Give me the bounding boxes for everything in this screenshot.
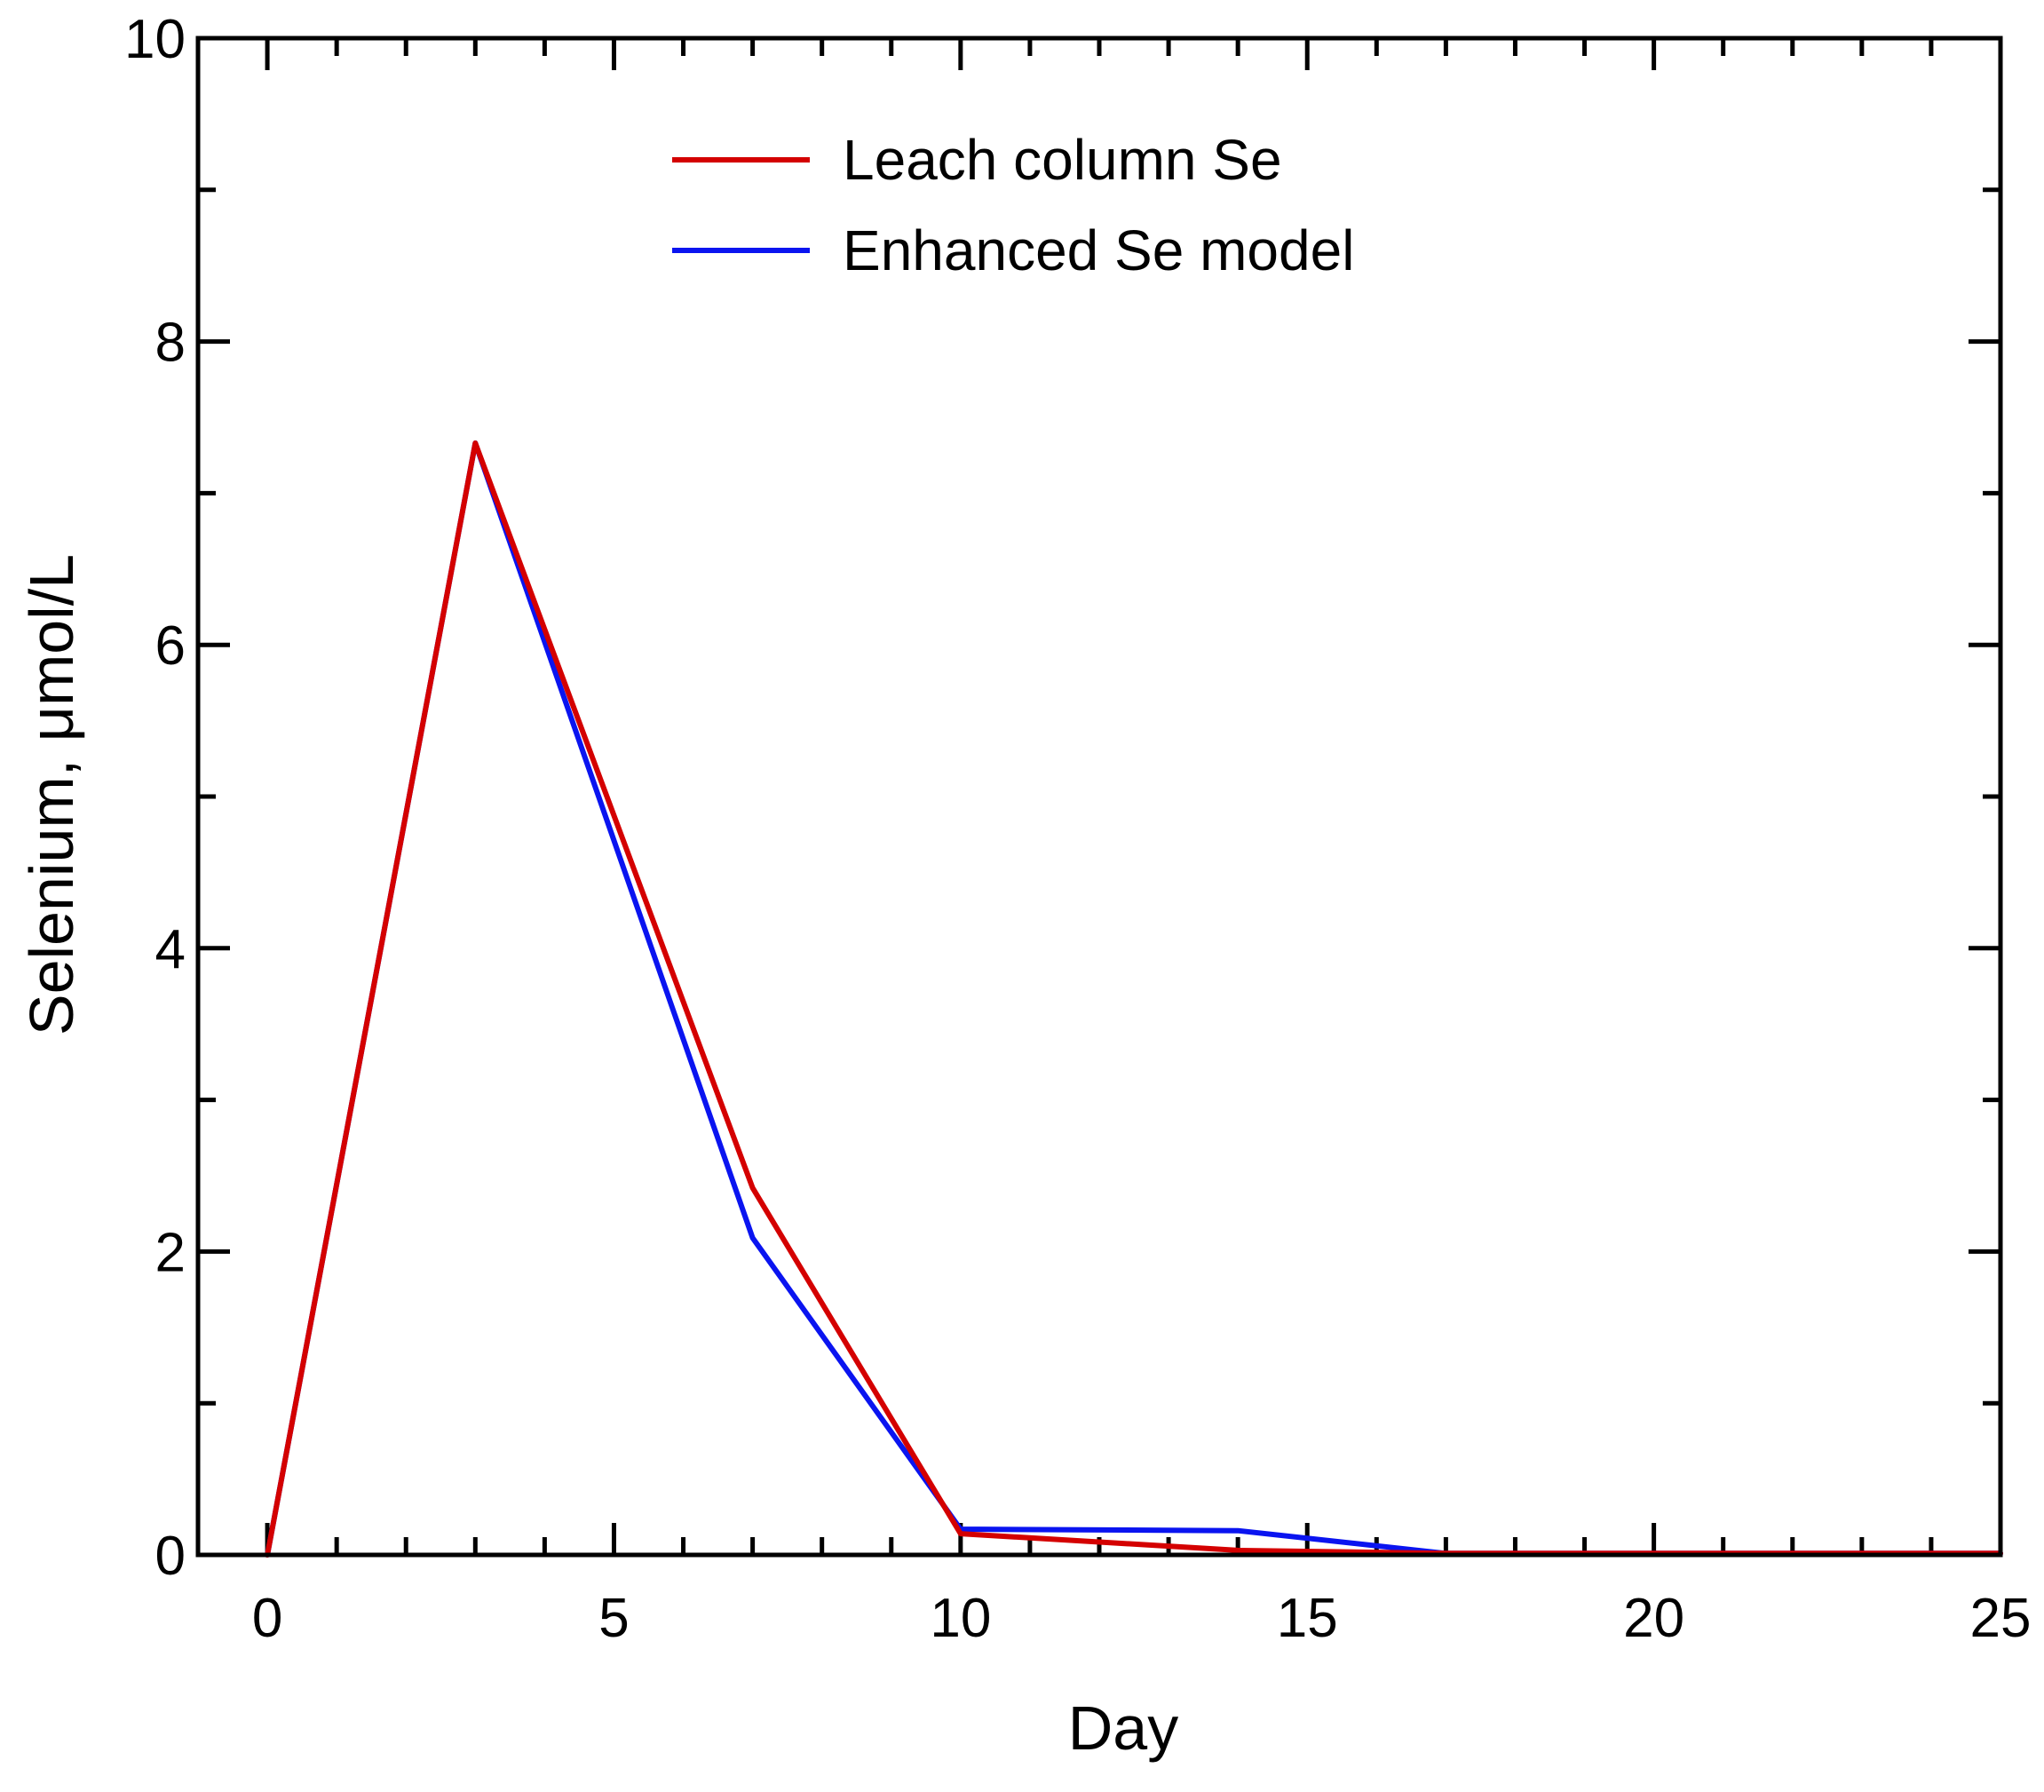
legend-label-2: Enhanced Se model bbox=[843, 218, 1354, 282]
x-tick-label: 0 bbox=[252, 1588, 282, 1649]
y-tick-label: 8 bbox=[155, 313, 186, 374]
legend: Leach column Se Enhanced Se model bbox=[672, 128, 1354, 282]
x-tick-label: 15 bbox=[1277, 1588, 1338, 1649]
x-tick-label: 20 bbox=[1623, 1588, 1684, 1649]
y-tick-label: 10 bbox=[124, 9, 186, 70]
x-tick-label: 10 bbox=[930, 1588, 991, 1649]
legend-label-1: Leach column Se bbox=[843, 128, 1282, 192]
y-tick-label: 0 bbox=[155, 1526, 186, 1587]
y-tick-label: 2 bbox=[155, 1222, 186, 1283]
x-tick-label: 5 bbox=[598, 1588, 629, 1649]
x-tick-label: 25 bbox=[1970, 1588, 2032, 1649]
series-line-1 bbox=[265, 440, 2003, 1558]
y-axis-title: Selenium, μmol/L bbox=[17, 554, 86, 1035]
series-layer bbox=[265, 440, 2003, 1558]
series-line-2 bbox=[265, 440, 2003, 1558]
x-axis-title: Day bbox=[1068, 1693, 1178, 1763]
y-tick-label: 4 bbox=[155, 919, 186, 980]
y-tick-label: 6 bbox=[155, 615, 186, 677]
y-tick-labels: 0 2 4 6 8 10 bbox=[124, 9, 186, 1587]
x-tick-labels: 0 5 10 15 20 25 bbox=[252, 1588, 2032, 1649]
plot-frame bbox=[195, 36, 2003, 1558]
